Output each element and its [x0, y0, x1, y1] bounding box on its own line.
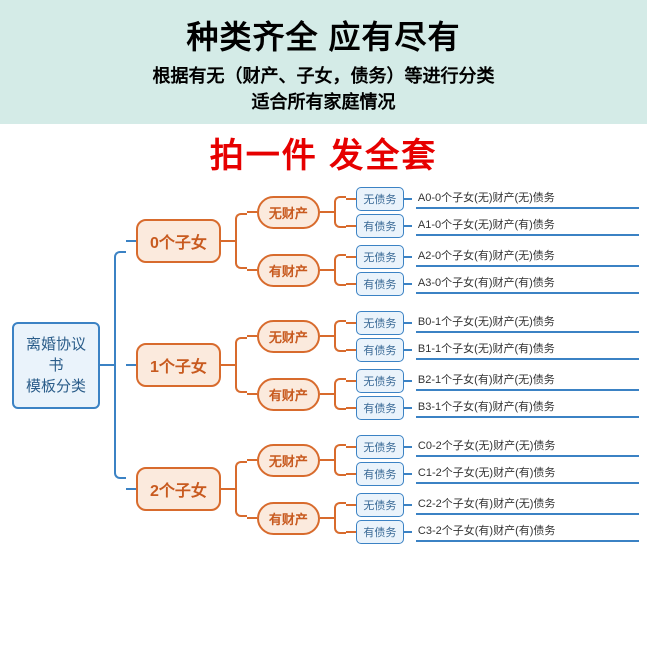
level2-node: 无财产 — [257, 320, 320, 353]
header-sub1: 根据有无（财产、子女，债务）等进行分类 — [20, 62, 627, 88]
level2-row: 有财产 无债务 A2-0个子女(有)财产(无)债务有债务 A3-0个子女(有)财产(有… — [247, 243, 639, 297]
leaf-desc: B2-1个子女(有)财产(无)债务 — [416, 371, 639, 391]
level3-node: 无债务 — [356, 311, 404, 335]
leaf-desc: B1-1个子女(无)财产(有)债务 — [416, 340, 639, 360]
level3-row: 无债务 A0-0个子女(无)财产(无)债务 — [346, 187, 639, 211]
level1-row: 2个子女无财产无债务C0-2个子女(无)财产(无)债务有债务C1-2个子女(无)… — [126, 431, 639, 547]
level2-node: 有财产 — [257, 502, 320, 535]
level3-row: 有债务 B1-1个子女(无)财产(有)债务 — [346, 338, 639, 362]
level3-node: 有债务 — [356, 272, 404, 296]
level3-row: 有债务 A3-0个子女(有)财产(有)债务 — [346, 272, 639, 296]
level3-row: 无债务 B2-1个子女(有)财产(无)债务 — [346, 369, 639, 393]
level3-node: 有债务 — [356, 462, 404, 486]
level3-row: 有债务 C1-2个子女(无)财产(有)债务 — [346, 462, 639, 486]
level2-row: 有财产 无债务 B2-1个子女(有)财产(无)债务有债务 B3-1个子女(有)财产(有… — [247, 367, 639, 421]
level3-row: 无债务 A2-0个子女(有)财产(无)债务 — [346, 245, 639, 269]
level2-node: 无财产 — [257, 444, 320, 477]
root-line2: 模板分类 — [22, 376, 90, 397]
level2-row: 无财产 无债务 B0-1个子女(无)财产(无)债务有债务 B1-1个子女(无)财产(有… — [247, 309, 639, 363]
root-node: 离婚协议书 模板分类 — [12, 322, 100, 409]
level2-row: 无财产 无债务 A0-0个子女(无)财产(无)债务有债务 A1-0个子女(无)财产(有… — [247, 185, 639, 239]
level2-node: 有财产 — [257, 254, 320, 287]
level3-node: 有债务 — [356, 520, 404, 544]
level3-node: 无债务 — [356, 493, 404, 517]
level3-node: 有债务 — [356, 338, 404, 362]
leaf-desc: C0-2个子女(无)财产(无)债务 — [416, 437, 639, 457]
level3-row: 有债务 B3-1个子女(有)财产(有)债务 — [346, 396, 639, 420]
leaf-desc: B3-1个子女(有)财产(有)债务 — [416, 398, 639, 418]
level3-node: 有债务 — [356, 214, 404, 238]
level2-row: 有财产 无债务 C2-2个子女(有)财产(无)债务有债务 C3-2个子女(有)财产(有… — [247, 491, 639, 545]
leaf-desc: B0-1个子女(无)财产(无)债务 — [416, 313, 639, 333]
level2-row: 无财产 无债务 C0-2个子女(无)财产(无)债务有债务 C1-2个子女(无)财产(有… — [247, 433, 639, 487]
level1-row: 1个子女无财产无债务B0-1个子女(无)财产(无)债务有债务B1-1个子女(无)… — [126, 307, 639, 423]
level3-row: 有债务 C3-2个子女(有)财产(有)债务 — [346, 520, 639, 544]
tree-diagram: 离婚协议书 模板分类 0个子女无财产无债务A0-0个子女(无)财产(无)债务有债… — [0, 179, 647, 561]
level3-row: 无债务 C0-2个子女(无)财产(无)债务 — [346, 435, 639, 459]
level3-row: 无债务 C2-2个子女(有)财产(无)债务 — [346, 493, 639, 517]
level1-node: 1个子女 — [136, 343, 221, 387]
level3-node: 无债务 — [356, 435, 404, 459]
leaf-desc: A0-0个子女(无)财产(无)债务 — [416, 189, 639, 209]
leaf-desc: C1-2个子女(无)财产(有)债务 — [416, 464, 639, 484]
level3-node: 无债务 — [356, 369, 404, 393]
banner-text: 拍一件 发全套 — [0, 124, 647, 179]
level3-node: 无债务 — [356, 187, 404, 211]
leaf-desc: C3-2个子女(有)财产(有)债务 — [416, 522, 639, 542]
header-sub2: 适合所有家庭情况 — [20, 88, 627, 114]
level3-row: 无债务 B0-1个子女(无)财产(无)债务 — [346, 311, 639, 335]
level3-row: 有债务 A1-0个子女(无)财产(有)债务 — [346, 214, 639, 238]
leaf-desc: A3-0个子女(有)财产(有)债务 — [416, 274, 639, 294]
leaf-desc: A1-0个子女(无)财产(有)债务 — [416, 216, 639, 236]
leaf-desc: C2-2个子女(有)财产(无)债务 — [416, 495, 639, 515]
level1-row: 0个子女无财产无债务A0-0个子女(无)财产(无)债务有债务A1-0个子女(无)… — [126, 183, 639, 299]
root-line1: 离婚协议书 — [22, 334, 90, 376]
leaf-desc: A2-0个子女(有)财产(无)债务 — [416, 247, 639, 267]
level3-node: 有债务 — [356, 396, 404, 420]
header-title: 种类齐全 应有尽有 — [20, 12, 627, 58]
level2-node: 有财产 — [257, 378, 320, 411]
level1-node: 0个子女 — [136, 219, 221, 263]
level1-node: 2个子女 — [136, 467, 221, 511]
level2-node: 无财产 — [257, 196, 320, 229]
header-block: 种类齐全 应有尽有 根据有无（财产、子女，债务）等进行分类 适合所有家庭情况 — [0, 0, 647, 124]
level3-node: 无债务 — [356, 245, 404, 269]
